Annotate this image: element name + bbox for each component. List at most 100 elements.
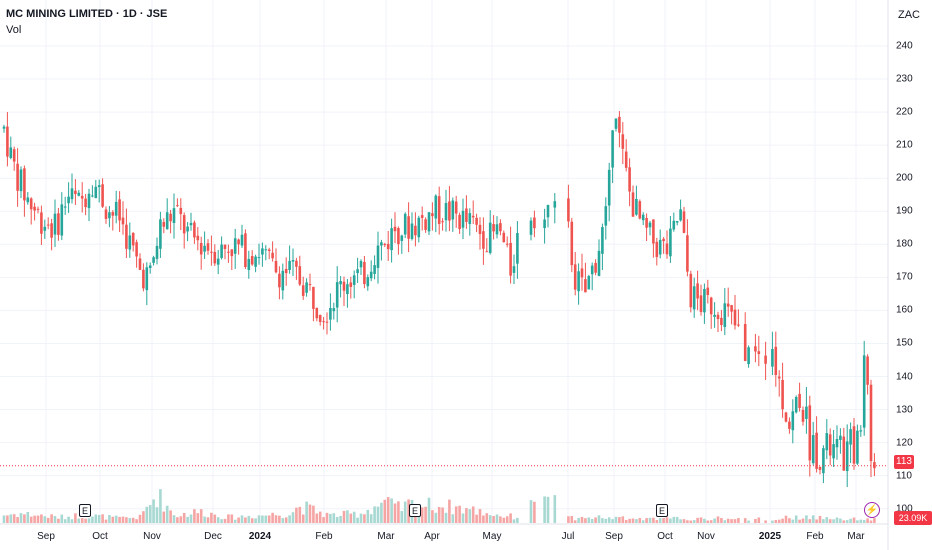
volume-bar <box>74 513 77 523</box>
earnings-marker[interactable]: E <box>656 504 668 517</box>
candle-body <box>63 206 67 208</box>
volume-bar <box>308 504 312 523</box>
candle-body <box>393 226 397 232</box>
volume-bar <box>720 517 723 523</box>
volume-bar <box>233 519 237 523</box>
candle-body <box>33 206 36 211</box>
candle-body <box>590 265 594 275</box>
volume-bar <box>669 518 672 523</box>
volume-bar <box>108 515 111 523</box>
volume-bar <box>488 515 492 523</box>
volume-bar <box>777 519 781 523</box>
candle-body <box>692 286 696 310</box>
volume-bar <box>288 515 291 523</box>
volume-bar <box>291 512 295 523</box>
candle-body <box>274 260 278 273</box>
earnings-marker[interactable]: E <box>409 504 421 517</box>
candle-body <box>424 219 427 230</box>
candle-body <box>648 222 652 228</box>
volume-bar <box>356 517 359 523</box>
candle-body <box>441 221 444 223</box>
candle-body <box>764 355 767 364</box>
volume-bar <box>407 499 410 523</box>
price-tick-label: 190 <box>896 205 913 217</box>
volume-bar <box>199 509 203 523</box>
volume-bar <box>757 517 761 523</box>
volume-bar <box>533 501 536 523</box>
candle-body <box>475 217 478 225</box>
volume-bar <box>295 507 298 523</box>
time-tick-label: Sep <box>605 531 623 542</box>
volume-bar <box>570 516 574 523</box>
candle-body <box>414 225 417 236</box>
symbol-title[interactable]: MC MINING LIMITED · 1D · JSE <box>6 8 168 20</box>
candle-body <box>801 409 805 422</box>
volume-bar <box>679 519 682 523</box>
volume-bar <box>638 518 642 523</box>
candle-body <box>193 222 196 238</box>
candle-body <box>223 244 227 249</box>
volume-bar <box>601 518 604 523</box>
candle-body <box>444 202 448 221</box>
lightning-icon[interactable]: ⚡ <box>864 502 880 518</box>
candle-body <box>240 234 244 246</box>
earnings-marker[interactable]: E <box>79 504 91 517</box>
candle-body <box>57 213 60 235</box>
volume-bar <box>492 516 495 523</box>
volume-bar <box>747 520 750 523</box>
volume-bar <box>686 520 689 523</box>
volume-bar <box>114 515 118 523</box>
volume-bar <box>159 489 162 523</box>
volume-bar <box>825 517 829 523</box>
candle-body <box>675 221 679 223</box>
volume-indicator-label[interactable]: Vol <box>6 24 22 36</box>
volume-bar <box>145 506 149 523</box>
candle-body <box>832 444 835 459</box>
candle-body <box>301 285 305 296</box>
volume-bar <box>50 514 53 523</box>
candle-body <box>159 219 162 249</box>
candle-body <box>111 212 115 216</box>
candle-body <box>859 430 863 432</box>
candle-body <box>465 208 468 222</box>
candle-body <box>359 261 363 268</box>
price-tick-label: 240 <box>896 40 913 52</box>
candle-body <box>825 433 829 451</box>
candle-body <box>631 192 635 217</box>
volume-bar <box>264 515 268 523</box>
volume-bar <box>856 520 859 523</box>
candle-body <box>346 284 349 295</box>
candle-body <box>689 273 693 308</box>
volume-bar <box>70 519 74 523</box>
volume-bar <box>342 510 346 523</box>
volume-bar <box>281 518 285 523</box>
candle-body <box>43 226 47 231</box>
volume-bar <box>458 505 461 523</box>
price-tick-label: 170 <box>896 271 913 283</box>
volume-bar <box>478 509 482 523</box>
candle-body <box>91 195 94 197</box>
volume-bar <box>737 518 740 523</box>
candle-body <box>128 235 132 250</box>
candle-body <box>543 219 546 229</box>
volume-bar <box>312 505 315 523</box>
volume-bar <box>499 516 502 523</box>
volume-bar <box>437 506 441 523</box>
candle-body <box>726 303 730 307</box>
volume-bar <box>839 518 842 523</box>
volume-bar <box>794 515 798 523</box>
candle-body <box>458 214 461 230</box>
candle-body <box>23 168 26 201</box>
volume-bar <box>621 516 625 523</box>
candle-body <box>339 281 342 285</box>
candle-body <box>77 192 81 196</box>
volume-bar <box>383 499 387 523</box>
volume-bar <box>573 520 577 523</box>
volume-bar <box>152 499 155 523</box>
candle-body <box>852 426 856 464</box>
candle-body <box>713 314 716 317</box>
candle-body <box>400 235 404 241</box>
price-tick-label: 120 <box>896 437 913 449</box>
